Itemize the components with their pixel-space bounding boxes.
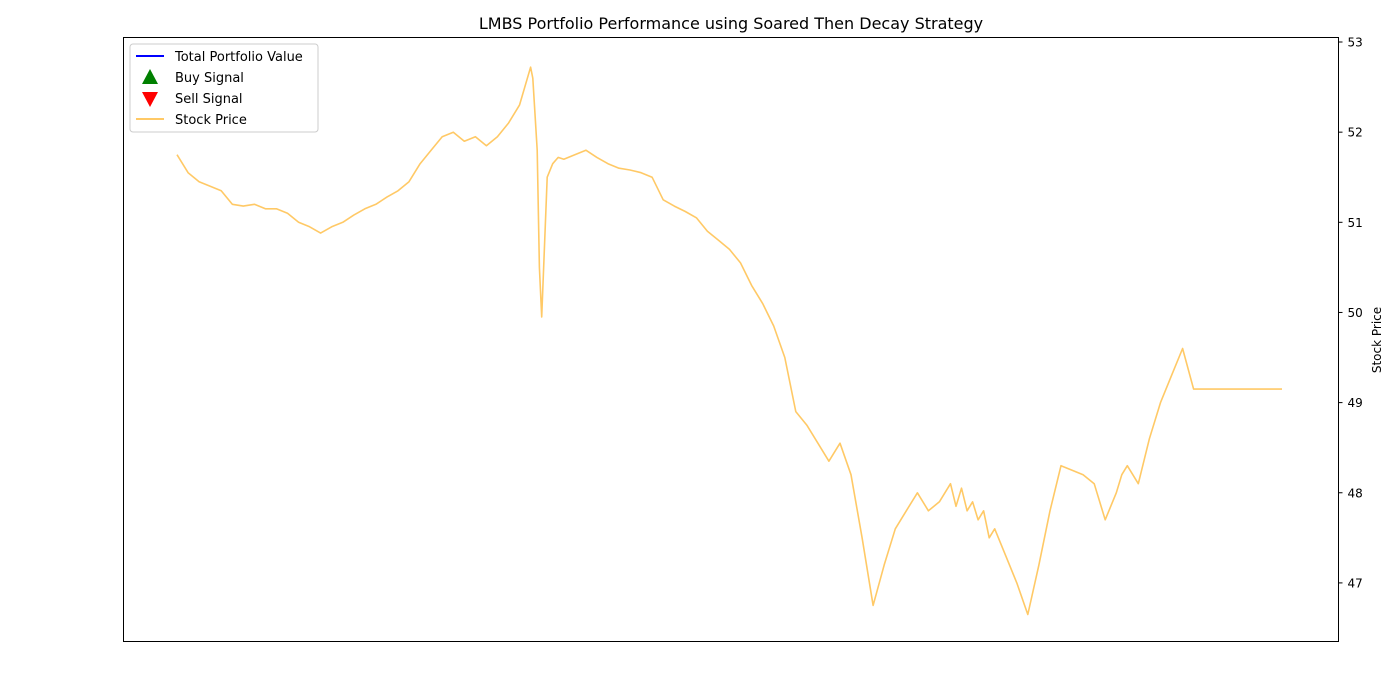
y-tick-label: 48: [1348, 486, 1363, 500]
plot-area: [123, 37, 1339, 642]
legend: Total Portfolio Value Buy Signal Sell Si…: [129, 43, 319, 133]
legend-label-portfolio: Total Portfolio Value: [174, 50, 303, 65]
legend-label-buy: Buy Signal: [175, 71, 244, 86]
y-tick-label: 50: [1348, 306, 1363, 320]
chart-title: LMBS Portfolio Performance using Soared …: [479, 14, 983, 33]
legend-marker-buy: [142, 69, 158, 84]
legend-marker-sell: [142, 92, 158, 107]
legend-box: [129, 43, 319, 133]
y-tick-label: 47: [1348, 576, 1363, 590]
series-group: [176, 66, 1282, 616]
legend-label-stock: Stock Price: [175, 113, 247, 128]
y-tick-label: 51: [1348, 216, 1363, 230]
stock-price-line: [176, 66, 1282, 616]
right-axis-ticks: 47 48 49 50 51 52 53: [1338, 36, 1363, 590]
y-tick-label: 53: [1348, 36, 1363, 50]
y-axis-label-right: Stock Price: [1370, 307, 1384, 373]
y-tick-label: 49: [1348, 396, 1363, 410]
legend-label-sell: Sell Signal: [175, 92, 243, 107]
y-tick-label: 52: [1348, 126, 1363, 140]
